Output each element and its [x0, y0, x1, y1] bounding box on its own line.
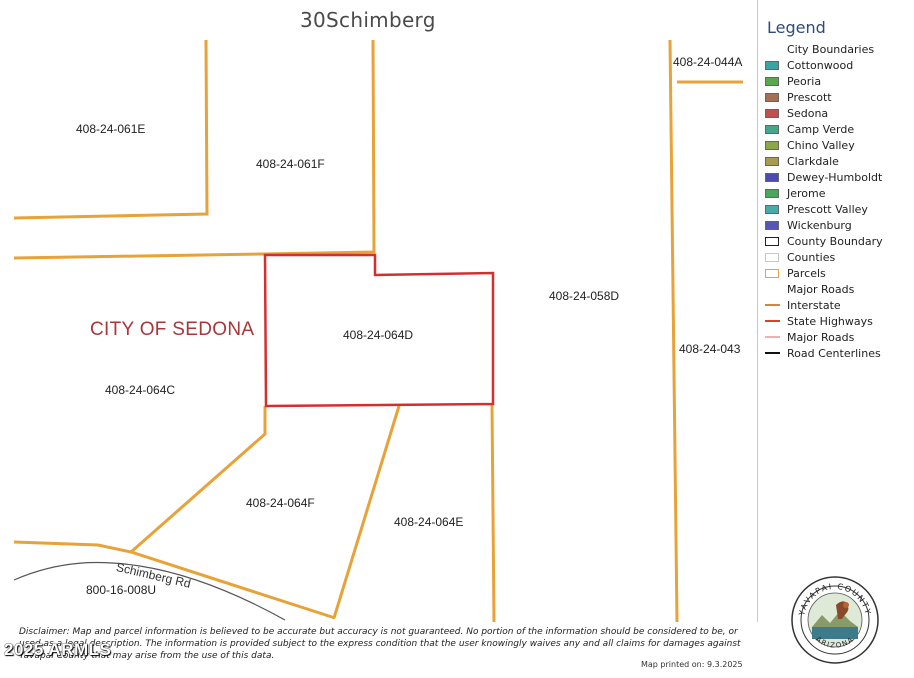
legend-line — [765, 352, 780, 354]
legend-label: Jerome — [787, 187, 826, 200]
legend-item: Peoria — [762, 74, 912, 90]
subject-parcel[interactable] — [263, 253, 495, 408]
parcel-boundary — [490, 403, 496, 622]
parcel-label: 800-16-008U — [86, 583, 157, 597]
legend-label: Road Centerlines — [787, 347, 881, 360]
parcel-boundary — [668, 39, 679, 622]
legend-item: Major Roads — [762, 282, 912, 298]
legend-swatch — [765, 173, 779, 182]
legend-swatch — [765, 253, 779, 262]
parcel-boundary — [332, 405, 401, 619]
parcel-label: 408-24-061E — [76, 122, 146, 136]
legend-swatch — [765, 205, 779, 214]
parcel-lines — [13, 39, 743, 622]
legend-swatch — [765, 109, 779, 118]
legend-label: Prescott Valley — [787, 203, 868, 216]
legend-item: City Boundaries — [762, 42, 912, 58]
legend-label: Camp Verde — [787, 123, 855, 136]
legend-item: Dewey-Humboldt — [762, 170, 912, 186]
legend-item: Parcels — [762, 266, 912, 282]
legend-item: Jerome — [762, 186, 912, 202]
disclaimer: Disclaimer: Map and parcel information i… — [19, 627, 741, 661]
legend: Legend City Boundaries Cottonwood Peoria Pr… — [762, 18, 912, 362]
legend-label: County Boundary — [787, 235, 883, 248]
legend-swatch — [765, 189, 779, 198]
legend-label: Chino Valley — [787, 139, 855, 152]
legend-swatch — [765, 125, 779, 134]
road-centerline — [13, 561, 286, 621]
legend-item: Prescott — [762, 90, 912, 106]
map-title: 30Schimberg — [300, 8, 436, 32]
legend-swatch — [765, 237, 779, 246]
legend-item: Chino Valley — [762, 138, 912, 154]
legend-item: Road Centerlines — [762, 346, 912, 362]
legend-line — [765, 304, 780, 306]
parcel-label: 408-24-064E — [394, 515, 464, 529]
legend-label: Interstate — [787, 299, 841, 312]
parcel-label: 408-24-044A — [673, 55, 743, 69]
legend-item: County Boundary — [762, 234, 912, 250]
legend-label: Clarkdale — [787, 155, 839, 168]
legend-swatch — [765, 93, 779, 102]
legend-label: Peoria — [787, 75, 822, 88]
legend-item: Prescott Valley — [762, 202, 912, 218]
legend-swatch — [765, 141, 779, 150]
legend-item: Camp Verde — [762, 122, 912, 138]
legend-item: Major Roads — [762, 330, 912, 346]
legend-swatch — [765, 77, 779, 86]
parcel-label: 408-24-064C — [105, 383, 176, 397]
legend-label: Dewey-Humboldt — [787, 171, 883, 184]
parcel-boundary — [13, 540, 336, 620]
printed-date: Map printed on: 9.3.2025 — [641, 660, 743, 669]
parcel-map — [13, 39, 743, 622]
legend-label: Counties — [787, 251, 836, 264]
legend-item: State Highways — [762, 314, 912, 330]
legend-label: Sedona — [787, 107, 829, 120]
city-label: CITY OF SEDONA — [90, 319, 255, 340]
legend-label: Cottonwood — [787, 59, 854, 72]
legend-swatch — [765, 269, 779, 278]
legend-item: Cottonwood — [762, 58, 912, 74]
legend-item: Clarkdale — [762, 154, 912, 170]
parcel-boundary — [13, 39, 376, 260]
legend-item: Wickenburg — [762, 218, 912, 234]
watermark: 2025 ARMLS — [4, 640, 112, 659]
legend-swatch — [765, 221, 779, 230]
legend-items: City Boundaries Cottonwood Peoria Prescott S… — [762, 42, 912, 362]
county-seal-icon: YAVAPAI COUNTY ARIZONA — [791, 576, 879, 664]
legend-swatch — [765, 61, 779, 70]
legend-item: Sedona — [762, 106, 912, 122]
legend-swatch — [765, 157, 779, 166]
parcel-label-subject: 408-24-064D — [343, 328, 414, 342]
legend-label: Parcels — [787, 267, 826, 280]
legend-label: Major Roads — [787, 283, 855, 296]
parcel-boundary — [13, 39, 209, 220]
legend-label: State Highways — [787, 315, 873, 328]
map-canvas[interactable]: 30Schimberg 408-24-061E 408-24-061F 408-… — [0, 0, 758, 622]
road-centerlines — [13, 561, 286, 621]
parcel-label: 408-24-043 — [679, 342, 741, 356]
legend-item: Counties — [762, 250, 912, 266]
legend-label: Wickenburg — [787, 219, 852, 232]
legend-label: Major Roads — [787, 331, 855, 344]
legend-label: City Boundaries — [787, 43, 875, 56]
parcel-boundary — [130, 406, 267, 554]
legend-title: Legend — [767, 18, 826, 37]
legend-item: Interstate — [762, 298, 912, 314]
legend-line — [765, 336, 780, 338]
parcel-label: 408-24-058D — [549, 289, 620, 303]
parcel-label: 408-24-061F — [256, 157, 325, 171]
subject-parcel-outline — [263, 253, 495, 408]
legend-label: Prescott — [787, 91, 832, 104]
parcel-label: 408-24-064F — [246, 496, 315, 510]
legend-line — [765, 320, 780, 322]
